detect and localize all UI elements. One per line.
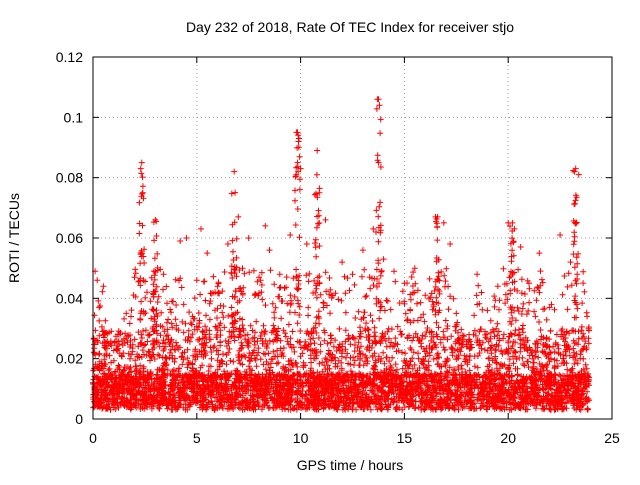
y-tick-label: 0.1 [64, 109, 84, 125]
y-tick-label: 0.02 [56, 351, 83, 367]
x-tick-label: 5 [193, 430, 201, 446]
y-tick-label: 0.04 [56, 290, 83, 306]
roti-point-markers [90, 96, 592, 413]
x-tick-label: 15 [397, 430, 413, 446]
x-axis-label: GPS time / hours [297, 457, 404, 473]
grid-lines [93, 57, 612, 419]
data-points [90, 96, 592, 413]
x-tick-label: 0 [89, 430, 97, 446]
x-tick-label: 20 [500, 430, 516, 446]
y-axis-label: ROTI / TECUs [6, 193, 22, 283]
x-tick-label: 25 [604, 430, 620, 446]
y-tick-label: 0.12 [56, 49, 83, 65]
y-tick-label: 0.06 [56, 230, 83, 246]
y-tick-label: 0.08 [56, 170, 83, 186]
x-tick-label: 10 [293, 430, 309, 446]
axis-ticks: 0 5 10 15 20 25 0 0.02 0.04 0.06 0.08 0.1 0.12 [56, 49, 620, 446]
y-tick-label: 0 [75, 411, 83, 427]
chart-title: Day 232 of 2018, Rate Of TEC Index for r… [186, 19, 514, 35]
